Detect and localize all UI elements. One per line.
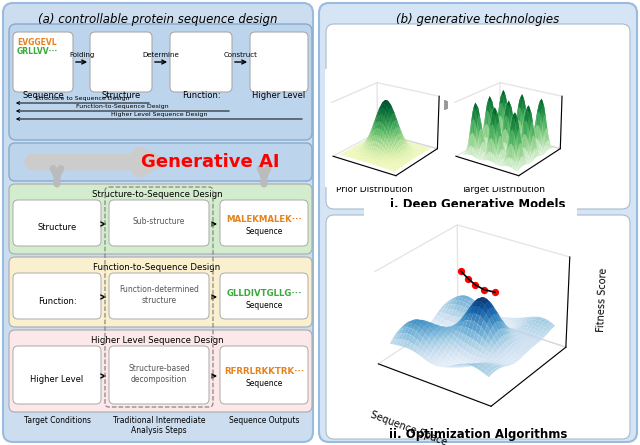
Text: Function:: Function: (38, 296, 76, 306)
FancyBboxPatch shape (326, 24, 630, 209)
Text: Sequence: Sequence (22, 91, 64, 100)
Text: Target Conditions: Target Conditions (24, 416, 90, 425)
FancyBboxPatch shape (9, 24, 312, 140)
Text: Sequence: Sequence (245, 380, 283, 388)
Text: Higher Level: Higher Level (30, 376, 84, 384)
Text: RFRRLRKKTRK···: RFRRLRKKTRK··· (224, 368, 304, 376)
X-axis label: Sequence Space: Sequence Space (369, 409, 449, 445)
FancyBboxPatch shape (13, 32, 73, 92)
FancyBboxPatch shape (250, 32, 308, 92)
Text: (a) controllable protein sequence design: (a) controllable protein sequence design (38, 13, 278, 26)
Text: Higher Level Sequence Design: Higher Level Sequence Design (111, 112, 207, 117)
Text: Structure-based
decomposition: Structure-based decomposition (128, 364, 190, 384)
Text: i. Deep Generative Models: i. Deep Generative Models (390, 198, 566, 211)
Text: Function-to-Sequence Design: Function-to-Sequence Design (93, 263, 221, 272)
Text: Construct: Construct (224, 52, 258, 58)
Text: Structure: Structure (37, 223, 77, 232)
Text: Function-to-Sequence Design: Function-to-Sequence Design (76, 104, 168, 109)
Text: MALEKMALEK···: MALEKMALEK··· (226, 215, 302, 224)
Text: Higher Level Sequence Design: Higher Level Sequence Design (91, 336, 223, 345)
Text: GLLDIVTGLLG···: GLLDIVTGLLG··· (227, 288, 301, 298)
FancyBboxPatch shape (13, 200, 101, 246)
FancyBboxPatch shape (9, 330, 312, 412)
FancyBboxPatch shape (220, 200, 308, 246)
Text: Function-determined
structure: Function-determined structure (119, 285, 199, 305)
FancyBboxPatch shape (109, 273, 209, 319)
Text: Structure: Structure (101, 91, 141, 100)
FancyBboxPatch shape (90, 32, 152, 92)
FancyBboxPatch shape (109, 200, 209, 246)
FancyBboxPatch shape (220, 273, 308, 319)
FancyBboxPatch shape (13, 346, 101, 404)
Text: Traditional Intermediate
Analysis Steps: Traditional Intermediate Analysis Steps (113, 416, 205, 435)
Text: Generative AI: Generative AI (141, 153, 279, 171)
Text: Determine: Determine (143, 52, 179, 58)
Text: Structure-to-Sequence Design: Structure-to-Sequence Design (92, 190, 222, 199)
Text: Structure to Sequence Design: Structure to Sequence Design (35, 96, 129, 101)
FancyBboxPatch shape (3, 3, 313, 442)
Text: Sequence Outputs: Sequence Outputs (228, 416, 300, 425)
Text: ii. Optimization Algorithms: ii. Optimization Algorithms (389, 428, 567, 441)
FancyBboxPatch shape (9, 184, 312, 254)
FancyBboxPatch shape (9, 257, 312, 327)
Text: Prior Distribution: Prior Distribution (335, 185, 412, 194)
Text: Function:: Function: (182, 91, 220, 100)
FancyBboxPatch shape (109, 346, 209, 404)
Text: EVGGEVL: EVGGEVL (17, 38, 56, 47)
Text: Higher Level: Higher Level (252, 91, 306, 100)
Text: (b) generative technologies: (b) generative technologies (396, 13, 559, 26)
FancyBboxPatch shape (13, 273, 101, 319)
Text: Target Distribution: Target Distribution (461, 185, 545, 194)
FancyBboxPatch shape (9, 143, 312, 181)
FancyBboxPatch shape (326, 215, 630, 439)
FancyBboxPatch shape (319, 3, 637, 442)
Text: Sequence: Sequence (245, 227, 283, 236)
FancyBboxPatch shape (220, 346, 308, 404)
Text: Sub-structure: Sub-structure (133, 218, 185, 227)
Text: Sequence: Sequence (245, 300, 283, 310)
Text: Folding: Folding (69, 52, 94, 58)
Text: GRLLVV···: GRLLVV··· (17, 47, 58, 56)
FancyBboxPatch shape (170, 32, 232, 92)
